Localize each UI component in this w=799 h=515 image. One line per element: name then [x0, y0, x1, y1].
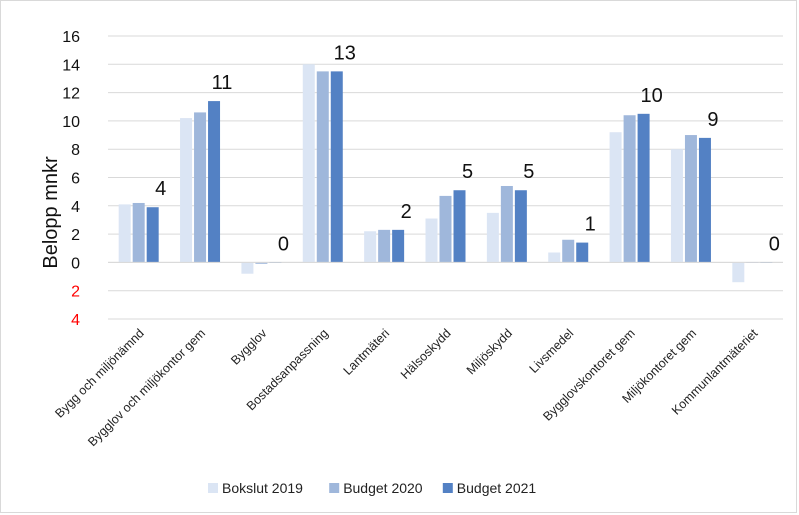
data-label: 2: [401, 201, 412, 223]
bar-bokslut-2019: [670, 149, 683, 263]
bar-bokslut-2019: [548, 252, 561, 263]
bar-bokslut-2019: [241, 262, 254, 274]
legend-swatch: [442, 483, 453, 493]
data-label: 0: [278, 233, 289, 255]
y-tick-label: 4: [71, 199, 80, 216]
bar-budget-2021: [698, 137, 711, 263]
bar-budget-2021: [514, 190, 527, 263]
bar-budget-2021: [392, 229, 405, 263]
x-tick-label: Lantmäteri: [341, 326, 393, 378]
data-label: 4: [155, 178, 166, 200]
bar-bokslut-2019: [302, 64, 315, 263]
bar-budget-2021: [146, 207, 159, 263]
legend-swatch: [329, 483, 340, 493]
y-tick-label: 6: [71, 171, 80, 188]
data-label: 5: [523, 161, 534, 183]
bar-bokslut-2019: [180, 118, 193, 263]
bar-bokslut-2019: [425, 218, 438, 263]
x-tick-label: Miljöskydd: [464, 326, 515, 377]
bar-budget-2021: [453, 190, 466, 263]
legend-label: Budget 2020: [343, 480, 423, 496]
bar-budget-2020: [439, 195, 452, 263]
y-tick-label: 0: [71, 255, 80, 272]
y-tick-label: 12: [62, 86, 80, 103]
x-tick-label: Bygglov: [228, 326, 270, 368]
bar-bokslut-2019: [609, 132, 622, 263]
x-tick-label: Livsmedel: [527, 326, 577, 376]
bar-bokslut-2019: [118, 204, 131, 263]
y-tick-label: 14: [62, 57, 80, 74]
bar-budget-2021: [637, 113, 650, 263]
bar-bokslut-2019: [364, 231, 377, 263]
y-axis-title: Belopp mnkr: [40, 156, 62, 269]
y-tick-label: 2: [71, 284, 80, 301]
data-label: 10: [640, 85, 662, 107]
data-label: 1: [585, 214, 596, 236]
y-tick-label: 8: [71, 142, 80, 159]
data-label: 5: [462, 161, 473, 183]
x-tick-label: Bygglov och miljökontor gem: [85, 326, 208, 449]
data-label: 13: [334, 42, 356, 64]
legend-label: Budget 2021: [457, 480, 537, 496]
bar-budget-2020: [562, 239, 575, 263]
bar-budget-2020: [316, 71, 329, 263]
bar-budget-2020: [255, 262, 268, 264]
bar-budget-2020: [500, 185, 513, 263]
legend-label: Bokslut 2019: [222, 480, 303, 496]
data-label: 0: [769, 233, 780, 255]
y-tick-label: 4: [71, 312, 80, 329]
data-label: 11: [212, 72, 233, 94]
bar-bokslut-2019: [732, 262, 745, 283]
y-tick-label: 10: [62, 114, 80, 131]
bar-budget-2020: [194, 112, 207, 263]
x-tick-label: Hälsoskydd: [398, 326, 454, 382]
y-tick-label: 16: [62, 29, 80, 46]
bar-budget-2021: [208, 101, 221, 263]
bar-budget-2021: [330, 71, 343, 263]
bar-budget-2020: [132, 202, 145, 263]
data-label: 9: [707, 109, 718, 131]
y-tick-label: 2: [71, 227, 80, 244]
legend-swatch: [208, 483, 218, 493]
bar-budget-2020: [623, 115, 636, 263]
bar-budget-2020: [378, 229, 391, 263]
bar-budget-2020: [684, 135, 697, 263]
bar-bokslut-2019: [486, 212, 499, 263]
bar-budget-2021: [576, 242, 589, 263]
